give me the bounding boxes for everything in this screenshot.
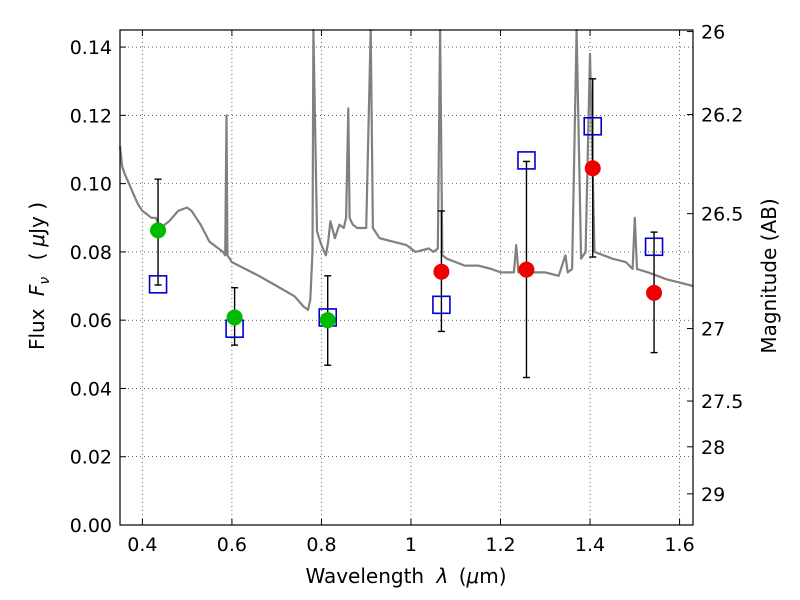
y-axis-label-unit-rest: Jy ) xyxy=(25,202,49,236)
spectrum-path xyxy=(118,28,694,311)
y-tick-label: 0.10 xyxy=(70,174,112,196)
x-axis-label-prefix: Wavelength xyxy=(305,564,424,588)
green-data-point xyxy=(150,222,167,239)
y-axis-label-symbol: F xyxy=(25,284,49,296)
spectrum-line xyxy=(118,28,694,311)
red-data-point xyxy=(646,284,663,301)
y-tick-label: 0.14 xyxy=(70,37,112,59)
green-data-point xyxy=(226,309,243,326)
axis-ticks: 0.4 0.6 0.8 1 1.2 1.4 1.6 0.00 0.02 0.04 0.06 0.08 0… xyxy=(70,22,744,556)
red-data-point xyxy=(433,263,450,280)
red-data-point xyxy=(518,261,535,278)
grid-lines xyxy=(120,30,693,526)
x-axis-label-symbol: λ xyxy=(435,564,448,588)
y-axis-label-subscript: ν xyxy=(37,277,53,285)
x-tick-label: 0.4 xyxy=(127,534,157,556)
data-markers xyxy=(148,116,664,339)
plot-frame xyxy=(119,29,694,526)
y-axis-label: Flux Fν ( μJy ) xyxy=(25,202,54,350)
x-axis-label: Wavelength λ (μm) xyxy=(305,564,506,588)
x-tick-label: 1.6 xyxy=(664,534,694,556)
model-square-marker xyxy=(583,116,603,136)
x-axis-label-unit-rest: m) xyxy=(479,564,506,588)
y-tick-label: 0.08 xyxy=(70,242,112,264)
y2-tick-label: 27.5 xyxy=(701,391,743,413)
y-tick-label: 0.12 xyxy=(70,105,112,127)
x-tick-label: 0.8 xyxy=(306,534,336,556)
x-tick-label: 1.2 xyxy=(485,534,515,556)
y2-tick-label: 27 xyxy=(701,319,725,341)
y2-tick-label: 28 xyxy=(701,437,725,459)
y-tick-label: 0.00 xyxy=(70,515,112,537)
y-axis-label-prefix: Flux xyxy=(25,308,49,350)
y-tick-label: 0.04 xyxy=(70,378,112,400)
x-axis-label-unit-mu: μ xyxy=(466,564,480,588)
y-tick-label: 0.02 xyxy=(70,447,112,469)
y2-tick-label: 26 xyxy=(701,22,725,44)
x-axis-label-unit-open: ( xyxy=(459,564,467,588)
y2-tick-label: 26.5 xyxy=(701,204,743,226)
model-square-marker xyxy=(517,151,536,170)
y-axis-label-unit-open: ( xyxy=(25,253,49,261)
x-tick-label: 1 xyxy=(405,534,417,556)
y-tick-label: 0.06 xyxy=(70,310,112,332)
red-data-point xyxy=(584,160,601,177)
error-bars xyxy=(154,78,658,379)
x-tick-label: 0.6 xyxy=(217,534,247,556)
model-square-marker xyxy=(148,275,168,294)
y2-tick-label: 29 xyxy=(701,484,725,506)
model-square-marker xyxy=(432,295,451,315)
y2-tick-label: 26.2 xyxy=(701,105,743,127)
green-data-point xyxy=(319,312,336,329)
y-axis-label-unit-mu: μ xyxy=(25,234,49,248)
model-square-marker xyxy=(644,237,664,257)
x-tick-label: 1.4 xyxy=(575,534,605,556)
right-axis-label: Magnitude (AB) xyxy=(757,198,781,353)
